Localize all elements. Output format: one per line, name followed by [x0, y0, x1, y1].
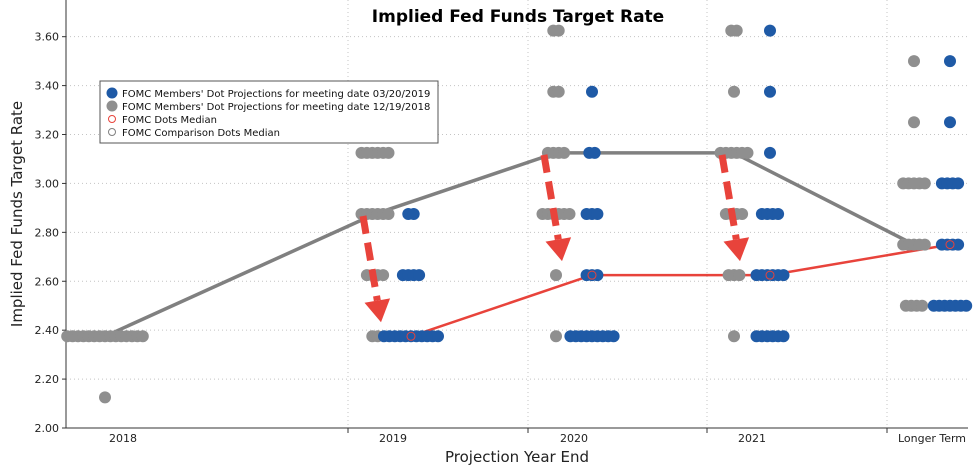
x-tick-label: Longer Term	[898, 432, 966, 445]
plot-area	[66, 0, 968, 428]
dots-median-path	[410, 243, 951, 338]
dot-12-19-2018	[918, 238, 931, 251]
dot-03-20-2019	[960, 299, 973, 312]
dot-12-19-2018	[730, 24, 743, 37]
y-tick-label: 3.00	[35, 177, 60, 190]
dots-median-marker	[945, 240, 955, 250]
y-tick-label: 2.00	[35, 422, 60, 435]
grid	[66, 0, 968, 429]
dot-03-20-2019	[588, 146, 601, 159]
dots-12-19-2018	[61, 24, 931, 404]
dots-median-line	[410, 243, 951, 338]
annotation-arrow-head	[545, 237, 572, 262]
annotation-arrow-head	[723, 237, 750, 262]
y-tick-label: 2.60	[35, 275, 60, 288]
dot-12-19-2018	[558, 146, 571, 159]
legend-label: FOMC Members' Dot Projections for meetin…	[122, 102, 430, 113]
dot-12-19-2018	[552, 24, 565, 37]
y-axis-title: Implied Fed Funds Target Rate	[8, 101, 26, 327]
dot-03-20-2019	[772, 208, 785, 220]
legend-swatch-12-19-2018	[106, 100, 118, 112]
dot-03-20-2019	[777, 269, 790, 282]
dot-12-19-2018	[916, 299, 929, 312]
annotation-arrows	[359, 154, 750, 323]
dot-12-19-2018	[382, 208, 395, 220]
dot-12-19-2018	[728, 85, 740, 98]
y-tick-label: 2.80	[35, 226, 60, 239]
dot-12-19-2018	[550, 269, 562, 282]
x-axis-title: Projection Year End	[445, 448, 589, 466]
annotation-arrow-head	[364, 298, 391, 323]
dot-03-20-2019	[407, 208, 420, 220]
dots-median-marker	[587, 270, 597, 280]
dot-12-19-2018	[552, 85, 565, 98]
dot-12-19-2018	[136, 330, 149, 343]
annotation-arrow-shaft	[718, 154, 740, 241]
x-tick-label: 2019	[379, 432, 407, 445]
legend-swatch-dots-median	[108, 115, 116, 123]
y-tick-label: 3.40	[35, 80, 60, 93]
x-tick-label: 2021	[738, 432, 766, 445]
dot-03-20-2019	[607, 330, 620, 343]
dot-03-20-2019	[764, 85, 776, 98]
y-tick-label: 2.20	[35, 373, 60, 386]
legend-box	[99, 80, 439, 144]
dot-03-20-2019	[764, 146, 776, 159]
dots-03-20-2019	[378, 24, 973, 343]
dot-12-19-2018	[550, 330, 562, 343]
dot-03-20-2019	[952, 238, 965, 251]
x-tick-label: 2018	[109, 432, 137, 445]
dot-12-19-2018	[918, 177, 931, 190]
dot-03-20-2019	[944, 55, 956, 68]
axes: 2.00 2.20 2.40 2.60 2.80 3.00 3.20 3.40 3.60 2018…	[35, 0, 968, 445]
dot-12-19-2018	[908, 116, 920, 129]
median-markers	[406, 240, 955, 341]
legend-label: FOMC Dots Median	[122, 115, 217, 126]
dot-03-20-2019	[944, 116, 956, 129]
y-tick-label: 3.60	[35, 31, 60, 44]
dot-12-19-2018	[733, 269, 746, 282]
dot-03-20-2019	[777, 330, 790, 343]
dot-03-20-2019	[432, 330, 444, 343]
annotation-arrow-shaft	[359, 215, 381, 302]
dot-12-19-2018	[377, 269, 390, 282]
dot-12-19-2018	[908, 55, 920, 68]
dot-03-20-2019	[586, 85, 598, 98]
y-tick-label: 2.40	[35, 324, 60, 337]
dot-03-20-2019	[764, 24, 776, 37]
dot-12-19-2018	[99, 391, 111, 404]
dots-median-marker	[406, 331, 416, 341]
legend-swatch-03-20-2019	[106, 87, 118, 99]
dot-03-20-2019	[413, 269, 426, 282]
dot-03-20-2019	[952, 177, 965, 190]
dot-12-19-2018	[741, 146, 754, 159]
y-tick-label: 3.20	[35, 129, 60, 142]
dot-12-19-2018	[728, 330, 740, 343]
chart-title: Implied Fed Funds Target Rate	[372, 7, 664, 27]
x-tick-label: 2020	[560, 432, 588, 445]
legend-swatch-comparison-median	[108, 128, 116, 136]
legend-label: FOMC Members' Dot Projections for meetin…	[122, 89, 430, 100]
dot-03-20-2019	[591, 208, 604, 220]
dots-median-marker	[765, 270, 775, 280]
dot-12-19-2018	[736, 208, 749, 220]
annotation-arrow-shaft	[540, 154, 562, 241]
dot-12-19-2018	[382, 146, 395, 159]
legend: FOMC Members' Dot Projections for meetin…	[99, 80, 439, 144]
dot-12-19-2018	[563, 208, 576, 220]
legend-label: FOMC Comparison Dots Median	[122, 128, 280, 139]
